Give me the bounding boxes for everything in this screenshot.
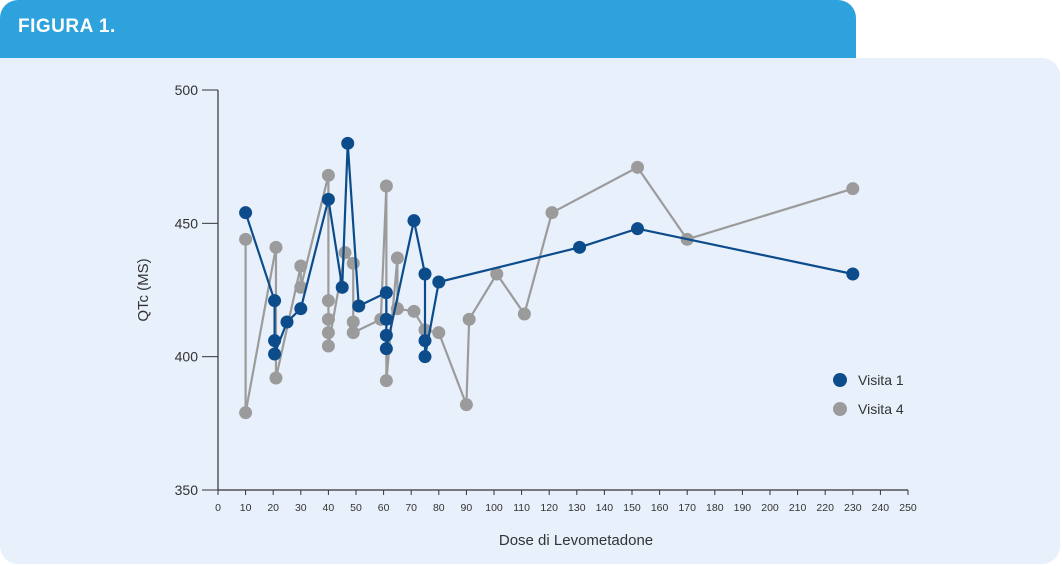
visita-4-point (517, 307, 531, 321)
y-tick-label: 400 (175, 349, 199, 365)
visita-4-point (631, 160, 645, 174)
x-tick-label: 230 (844, 502, 862, 514)
x-tick-label: 150 (623, 502, 641, 514)
chart-series-layer (239, 136, 860, 420)
visita-1-point (321, 192, 335, 206)
visita-4-point (346, 256, 360, 270)
x-tick-label: 80 (433, 502, 445, 514)
visita-1-point (239, 206, 253, 220)
visita-4-point (321, 168, 335, 182)
visita-4-point (346, 326, 360, 340)
visita-1-point (268, 294, 282, 308)
visita-4-point (294, 280, 308, 294)
visita-1-point (379, 286, 393, 300)
x-tick-label: 120 (540, 502, 558, 514)
visita-1-series-line (244, 142, 854, 358)
x-tick-label: 220 (816, 502, 834, 514)
visita-1-point (418, 334, 432, 348)
visita-4-point (294, 259, 308, 273)
x-tick-label: 0 (215, 502, 221, 514)
visita-4-point (459, 398, 473, 412)
visita-4-point (379, 179, 393, 193)
x-tick-label: 100 (485, 502, 503, 514)
visita-1-point (418, 350, 432, 364)
visita-4-point (239, 406, 253, 420)
x-tick-label: 20 (267, 502, 279, 514)
x-tick-label: 130 (568, 502, 586, 514)
x-tick-label: 170 (678, 502, 696, 514)
x-axis-label: Dose di Levometadone (499, 532, 653, 549)
visita-1-point (352, 299, 366, 313)
visita-4-point (545, 206, 559, 220)
x-tick-label: 160 (651, 502, 669, 514)
visita-4-point (490, 267, 504, 281)
y-tick-label: 500 (175, 82, 199, 98)
visita-1-point (268, 334, 282, 348)
visita-4-point (390, 251, 404, 265)
x-tick-label: 140 (596, 502, 614, 514)
x-tick-label: 200 (761, 502, 779, 514)
x-tick-label: 70 (405, 502, 417, 514)
legend-marker (833, 373, 847, 387)
x-tick-label: 50 (350, 502, 362, 514)
visita-4-point (338, 246, 352, 260)
x-tick-label: 90 (461, 502, 473, 514)
visita-1-point (379, 328, 393, 342)
x-tick-label: 180 (706, 502, 724, 514)
x-tick-label: 10 (240, 502, 252, 514)
visita-4-point (390, 302, 404, 316)
visita-4-point (269, 371, 283, 385)
visita-4-point (432, 326, 446, 340)
y-axis-label: QTc (MS) (135, 258, 152, 321)
y-tick-label: 450 (175, 215, 199, 231)
visita-4-point (321, 294, 335, 308)
x-tick-label: 40 (323, 502, 335, 514)
visita-1-point (341, 136, 355, 150)
visita-1-point (631, 222, 645, 236)
x-tick-label: 110 (513, 502, 530, 514)
visita-4-point (407, 304, 421, 318)
visita-1-point (846, 267, 860, 281)
chart-axes: 350 400 450 500 0 10 20 30 40 50 60 70 80 90 100 110 120… (175, 82, 917, 514)
visita-1-point (280, 315, 294, 329)
legend-marker (833, 402, 847, 416)
x-tick-label: 30 (295, 502, 307, 514)
visita-4-point (321, 326, 335, 340)
visita-1-point (379, 312, 393, 326)
visita-1-point (407, 214, 421, 228)
chart-legend: Visita 1 Visita 4 (833, 372, 904, 417)
x-tick-label: 190 (734, 502, 752, 514)
visita-4-point (269, 240, 283, 254)
visita-4-point (239, 232, 253, 246)
x-tick-label: 250 (899, 502, 917, 514)
visita-1-point (432, 275, 446, 289)
visita-1-point (268, 347, 282, 361)
figure-title: FIGURA 1. (18, 16, 116, 37)
x-tick-label: 240 (872, 502, 890, 514)
figure-header-tab: FIGURA 1. (0, 0, 856, 58)
visita-1-point (573, 240, 587, 254)
legend-label: Visita 4 (858, 401, 904, 417)
visita-1-point (379, 342, 393, 356)
visita-4-point (379, 374, 393, 388)
visita-1-point (294, 302, 308, 316)
visita-4-point (346, 315, 360, 329)
visita-4-point (321, 312, 335, 326)
visita-4-point (846, 182, 860, 196)
visita-4-point (321, 339, 335, 353)
visita-4-point (462, 312, 476, 326)
visita-1-point (418, 267, 432, 281)
y-tick-label: 350 (175, 482, 199, 498)
legend-label: Visita 1 (858, 372, 904, 388)
x-tick-label: 60 (378, 502, 390, 514)
visita-1-point (335, 280, 349, 294)
x-tick-label: 210 (789, 502, 807, 514)
